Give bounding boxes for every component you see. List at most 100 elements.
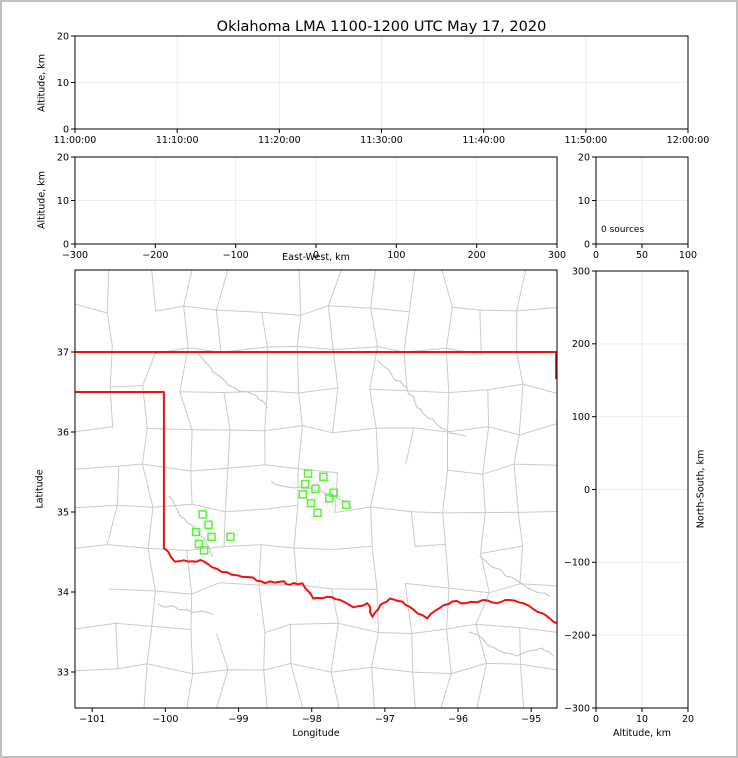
county-border xyxy=(293,504,299,549)
county-border xyxy=(115,622,153,627)
y-tick-label: 10 xyxy=(578,196,590,207)
county-border xyxy=(414,543,446,547)
county-border xyxy=(447,426,490,433)
county-border xyxy=(109,385,144,388)
county-border xyxy=(179,391,193,431)
county-border xyxy=(179,391,225,393)
county-border xyxy=(219,582,260,586)
county-border xyxy=(404,582,450,589)
county-border xyxy=(411,628,448,634)
lma-station-marker xyxy=(341,500,351,510)
county-border xyxy=(183,305,189,349)
county-border xyxy=(446,587,450,630)
y-tick-label: 35 xyxy=(57,507,69,518)
county-border xyxy=(108,588,156,592)
lma-station-marker xyxy=(306,498,316,508)
county-border xyxy=(75,544,108,549)
county-border xyxy=(190,629,194,675)
x-tick-label: 0 xyxy=(313,250,319,261)
county-border xyxy=(440,673,452,708)
county-border xyxy=(334,472,338,513)
county-border xyxy=(151,590,156,627)
county-border xyxy=(445,347,450,394)
county-border xyxy=(117,663,148,670)
y-tick-label: 34 xyxy=(57,587,69,598)
map-ylabel: Latitude xyxy=(34,469,46,509)
county-border xyxy=(370,506,412,513)
river-line xyxy=(157,603,214,615)
county-border xyxy=(475,623,487,664)
y-tick-label: 0 xyxy=(63,124,69,135)
county-border xyxy=(406,390,450,394)
county-border xyxy=(227,429,231,469)
county-border xyxy=(331,588,378,590)
county-border xyxy=(186,550,193,595)
county-border xyxy=(446,628,452,675)
county-border xyxy=(264,623,291,634)
y-tick-label: 0 xyxy=(584,485,590,496)
county-border xyxy=(216,669,229,708)
county-border xyxy=(263,669,268,708)
x-tick-label: −300 xyxy=(62,250,88,261)
county-border xyxy=(331,588,339,624)
county-border xyxy=(518,383,524,436)
county-border xyxy=(116,465,120,506)
county-border xyxy=(404,582,413,634)
county-border xyxy=(216,633,229,671)
source-count-annotation: 0 sources xyxy=(601,225,645,235)
county-border xyxy=(452,306,481,311)
river-line xyxy=(197,353,269,409)
x-tick-label: 11:30:00 xyxy=(360,135,403,146)
county-border xyxy=(215,270,229,311)
county-border xyxy=(293,547,298,586)
county-border xyxy=(513,463,519,513)
county-border xyxy=(513,463,557,466)
county-border xyxy=(476,662,487,708)
county-border xyxy=(264,425,303,432)
y-tick-label: 0 xyxy=(584,239,590,250)
county-border xyxy=(327,270,342,307)
county-border xyxy=(154,590,193,595)
county-border xyxy=(147,506,154,549)
panel-frame-plan_map xyxy=(74,269,558,709)
county-border xyxy=(296,314,302,347)
county-border xyxy=(190,429,193,472)
county-border xyxy=(229,429,266,432)
county-border xyxy=(403,351,408,392)
county-border xyxy=(190,470,193,505)
x-tick-label: 300 xyxy=(548,250,566,261)
county-border xyxy=(296,584,333,590)
county-border xyxy=(485,662,521,665)
county-border xyxy=(297,425,303,470)
x-tick-label: 11:50:00 xyxy=(564,135,607,146)
y-tick-label: 20 xyxy=(578,152,590,163)
county-border xyxy=(442,469,448,514)
county-border xyxy=(146,663,194,675)
county-border xyxy=(106,504,118,546)
county-border xyxy=(445,306,453,349)
county-border xyxy=(410,511,444,514)
lma-station-marker xyxy=(325,494,334,503)
county-border xyxy=(480,553,490,594)
y-tick-label: 300 xyxy=(572,266,590,277)
county-border xyxy=(480,545,524,555)
county-border xyxy=(330,671,340,708)
county-border xyxy=(369,346,378,390)
lma-station-marker xyxy=(207,532,216,542)
county-border xyxy=(412,671,416,708)
county-border xyxy=(266,504,299,510)
county-border xyxy=(152,503,193,508)
county-border xyxy=(370,469,379,508)
y-tick-label: 10 xyxy=(57,196,69,207)
county-border xyxy=(370,270,376,309)
lma-station-marker xyxy=(199,546,209,555)
y-tick-label: −100 xyxy=(564,558,590,569)
x-tick-label: 50 xyxy=(636,250,648,261)
county-border xyxy=(300,305,329,316)
county-border xyxy=(151,625,192,630)
y-tick-label: 33 xyxy=(57,667,69,678)
ns-height-ylabel: North-South, km xyxy=(695,449,707,529)
county-border xyxy=(332,387,339,434)
lma-station-marker xyxy=(194,539,204,549)
